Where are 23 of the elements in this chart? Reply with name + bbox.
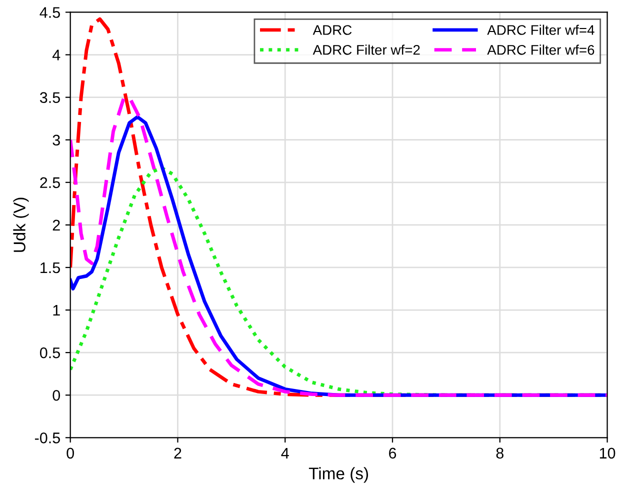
legend-label: ADRC Filter wf=2 [312, 44, 420, 55]
y-tick-label: 3.5 [40, 92, 60, 103]
y-tick-label: 0 [52, 390, 60, 401]
legend-label: ADRC [312, 25, 352, 35]
x-tick-label: 6 [389, 448, 396, 459]
y-tick-label: 1 [53, 305, 60, 316]
legend-label: ADRC Filter wf=6 [487, 44, 594, 55]
x-axis-title: Time (s) [308, 467, 368, 483]
y-tick-label: 3 [52, 134, 60, 146]
x-tick-label: 0 [66, 448, 74, 459]
y-tick-label: 2 [52, 220, 60, 230]
y-axis-title: Udk (V) [13, 198, 29, 252]
y-tick-label: 4.5 [40, 7, 60, 18]
y-tick-label: -0.5 [34, 432, 60, 444]
y-tick-label: 1.5 [40, 262, 60, 274]
y-tick-label: 2.5 [40, 177, 60, 188]
x-tick-label: 4 [281, 448, 289, 458]
y-tick-label: 4 [52, 50, 60, 60]
legend-label: ADRC Filter wf=4 [487, 24, 594, 35]
x-tick-label: 10 [600, 448, 616, 459]
x-tick-label: 8 [496, 448, 504, 459]
x-tick-label: 2 [174, 448, 182, 458]
y-tick-label: 0.5 [40, 347, 60, 358]
